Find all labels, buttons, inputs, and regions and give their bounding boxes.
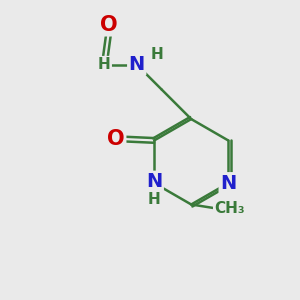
Text: CH₃: CH₃ [214,201,245,216]
Text: H: H [151,47,164,62]
Text: N: N [220,174,236,193]
Text: H: H [148,192,161,207]
Text: N: N [146,172,162,191]
Text: O: O [107,129,125,149]
Text: H: H [98,57,111,72]
Text: N: N [129,55,145,74]
Text: O: O [100,15,118,35]
